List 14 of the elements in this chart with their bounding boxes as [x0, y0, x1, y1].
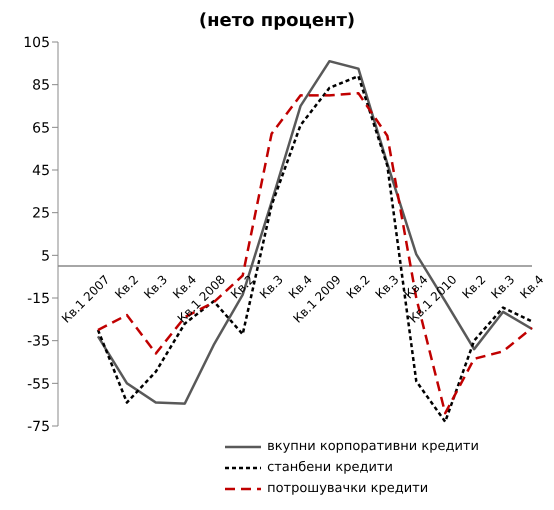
- y-tick-label: -35: [27, 334, 50, 350]
- y-tick-label: -55: [27, 376, 50, 392]
- y-tick-label: 25: [32, 206, 50, 222]
- y-tick-label: -15: [27, 290, 50, 307]
- y-tick-label: 65: [32, 120, 50, 136]
- legend-label: вкупни корпоративни кредити: [267, 439, 479, 454]
- y-tick-label: 45: [32, 162, 50, 179]
- legend-label: станбени кредити: [267, 460, 393, 475]
- y-tick-label: 5: [41, 248, 50, 264]
- y-tick-label: 105: [23, 34, 50, 51]
- y-tick-label: 85: [32, 78, 50, 94]
- legend-label: потрошувачки кредити: [267, 481, 428, 496]
- y-tick-label: -75: [27, 418, 50, 435]
- chart-title: (нето процент): [198, 10, 356, 31]
